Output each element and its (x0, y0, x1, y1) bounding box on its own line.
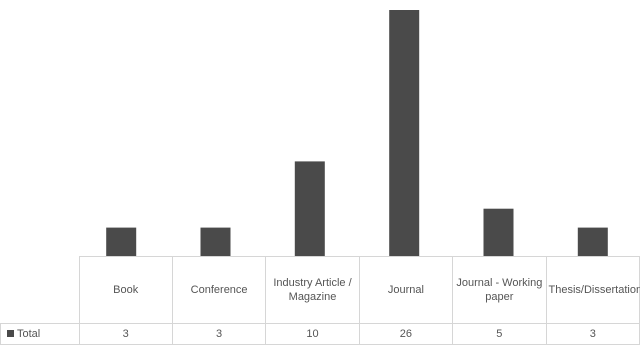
value-cell-book: 3 (78, 323, 173, 345)
bar-conference (200, 227, 231, 256)
category-label-journal: Journal (358, 256, 454, 324)
table-corner-cell (0, 256, 80, 324)
value-cell-industry-article: 10 (265, 323, 360, 345)
bar-book (106, 227, 137, 256)
value-cell-conference: 3 (171, 323, 267, 345)
bar-thesis-dissertation (577, 227, 608, 256)
value-cell-journal: 26 (358, 323, 454, 345)
table-header-row: Book Conference Industry Article / Magaz… (0, 256, 640, 324)
value-cell-thesis: 3 (545, 323, 640, 345)
bar-journal-working-paper (483, 208, 514, 256)
data-table: Book Conference Industry Article / Magaz… (0, 256, 640, 345)
series-label: Total (17, 328, 41, 340)
category-label-book: Book (78, 256, 173, 324)
category-label-conference: Conference (171, 256, 267, 324)
series-label-cell: Total (0, 323, 80, 345)
category-label-industry-article: Industry Article / Magazine (265, 256, 360, 324)
legend-swatch (7, 330, 14, 337)
value-cell-working-paper: 5 (452, 323, 547, 345)
table-row: Total 3 3 10 26 5 3 (0, 323, 640, 345)
bar-journal (389, 10, 420, 256)
category-label-thesis: Thesis/Dissertation (545, 256, 640, 324)
category-label-working-paper: Journal - Working paper (452, 256, 547, 324)
bar-industry-article-magazine (294, 161, 325, 256)
